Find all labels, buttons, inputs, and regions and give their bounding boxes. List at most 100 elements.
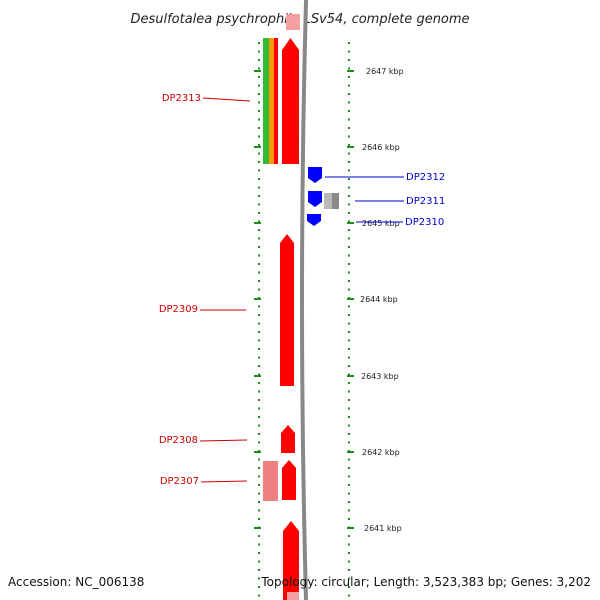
minor-tick [258,365,260,367]
minor-tick [258,127,260,129]
scale-label: 2643 kbp [361,372,399,381]
major-tick [254,70,261,72]
minor-tick [348,118,350,121]
minor-tick [258,484,260,486]
minor-tick [348,229,350,231]
minor-tick [348,271,350,274]
minor-tick [348,161,350,163]
major-tick [254,375,261,377]
minor-tick [348,59,350,61]
minor-tick [258,594,260,597]
scale-label: 2646 kbp [362,143,400,152]
minor-tick [258,535,260,537]
minor-tick [348,356,350,359]
feature-block [287,592,299,600]
minor-tick [348,543,350,546]
minor-tick [258,314,260,316]
minor-tick [258,84,260,87]
minor-tick [258,356,260,359]
minor-tick [348,50,350,53]
minor-tick [348,586,350,588]
minor-tick [348,373,350,376]
minor-tick [348,76,350,78]
minor-tick [348,67,350,70]
minor-tick [348,212,350,214]
minor-tick [348,127,350,129]
minor-tick [258,322,260,325]
gene-arrow [308,191,322,207]
gene-leader-line [202,97,251,102]
minor-tick [258,42,260,44]
minor-tick [258,577,260,580]
minor-tick [348,288,350,291]
minor-tick [258,509,260,512]
minor-tick [348,220,350,223]
gene-arrow [282,38,299,164]
minor-tick [348,144,350,146]
minor-tick [258,110,260,112]
minor-tick [258,237,260,240]
minor-tick [348,484,350,486]
minor-tick [258,424,260,427]
minor-tick [258,118,260,121]
minor-tick [258,416,260,418]
green-feature [263,38,270,164]
minor-tick [258,67,260,70]
accession-text: Accession: NC_006138 [8,575,144,589]
scale-label: 2644 kbp [360,295,398,304]
major-tick [254,298,261,300]
minor-tick [258,407,260,410]
minor-tick [348,594,350,597]
minor-tick [348,509,350,512]
minor-tick [258,560,260,563]
minor-tick [348,314,350,316]
minor-tick [348,416,350,418]
minor-tick [258,501,260,503]
minor-tick [258,254,260,257]
major-tick [254,222,261,224]
minor-tick [348,552,350,554]
genome-summary-text: Topology: circular; Length: 3,523,383 bp… [260,575,591,589]
minor-tick [348,110,350,112]
major-tick [347,451,354,453]
minor-tick [348,178,350,180]
minor-tick [258,186,260,189]
minor-tick [348,382,350,384]
minor-tick [348,322,350,325]
minor-tick [348,365,350,367]
minor-tick [258,229,260,231]
minor-tick [348,42,350,44]
minor-tick [348,305,350,308]
minor-tick [258,144,260,146]
gene-label-dp2309: DP2309 [159,304,198,315]
gene-leader-line [200,480,248,483]
major-tick [254,527,261,529]
minor-tick [258,152,260,155]
major-tick [347,298,354,300]
minor-tick [348,348,350,350]
minor-tick [258,399,260,401]
minor-tick [348,246,350,248]
minor-tick [258,373,260,376]
minor-tick [258,441,260,444]
minor-tick [258,263,260,265]
minor-tick [258,458,260,461]
minor-tick [348,569,350,571]
minor-tick [348,560,350,563]
scale-label: 2645 kbp [362,219,400,228]
minor-tick [348,501,350,503]
minor-tick [258,305,260,308]
minor-tick [258,212,260,214]
gene-arrow [281,425,295,453]
minor-tick [348,280,350,282]
minor-tick [348,203,350,206]
minor-tick [258,331,260,333]
gene-labels: DP2313 DP2312 DP2311 DP2310 DP2309 DP2308 DP23… [159,93,445,487]
minor-tick [348,169,350,172]
minor-tick [348,263,350,265]
minor-tick [258,492,260,495]
minor-tick [258,161,260,163]
minor-tick [258,569,260,571]
minor-tick [348,331,350,333]
